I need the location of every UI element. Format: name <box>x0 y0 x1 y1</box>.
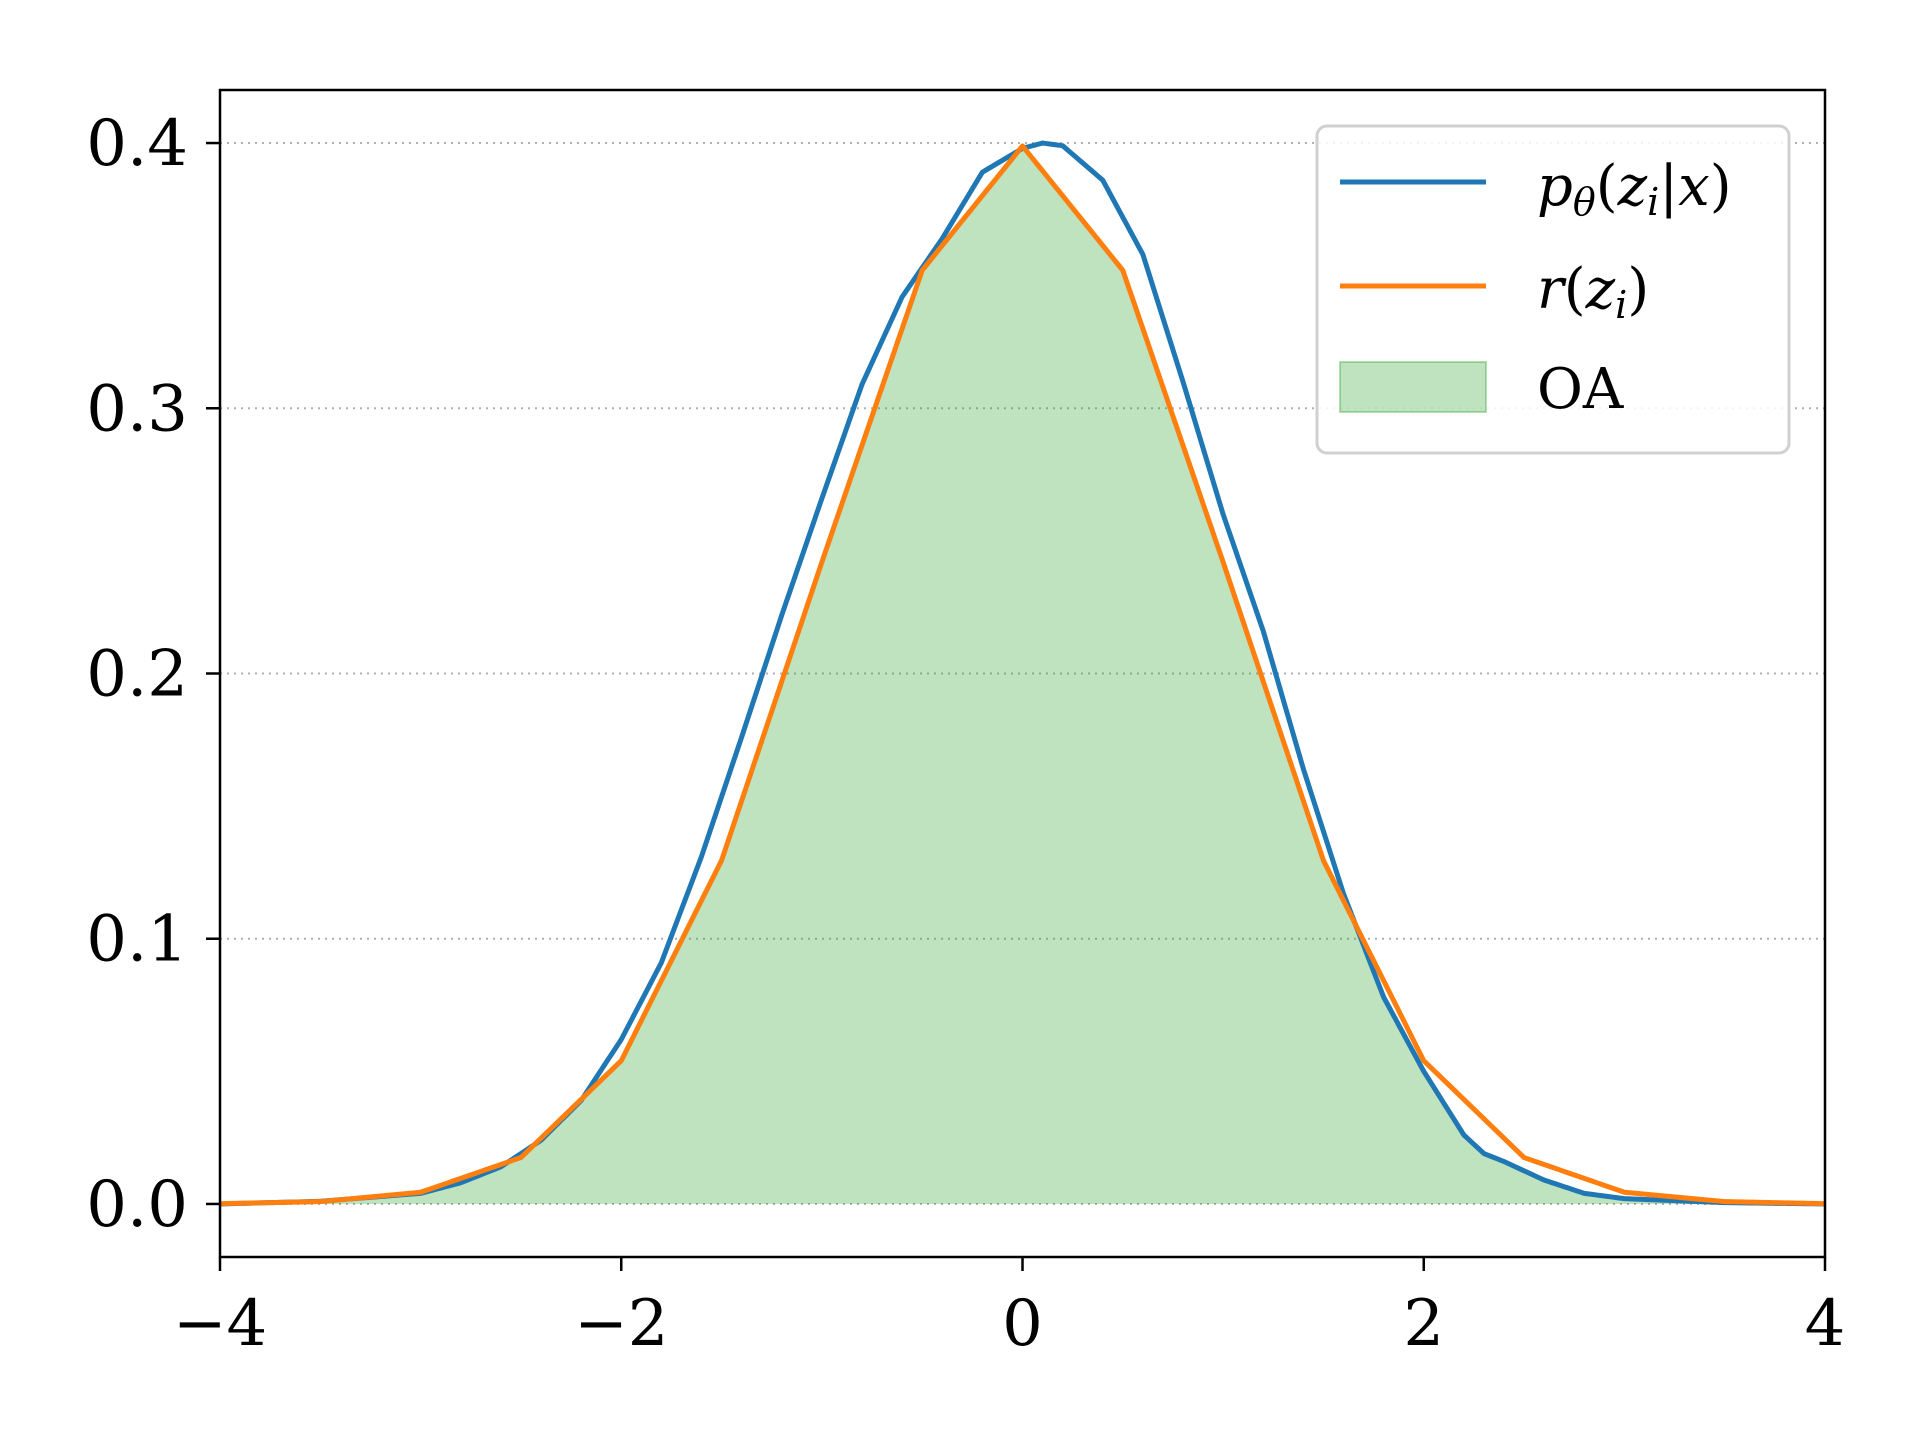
legend-label-r: r(zi) <box>1537 257 1649 327</box>
legend-box <box>1315 124 1791 455</box>
oa-fill-area <box>220 148 1825 1204</box>
y-tick-label: 0.0 <box>86 1168 188 1242</box>
legend-swatch-oa <box>1339 361 1487 413</box>
legend-label-oa: OA <box>1537 357 1624 422</box>
legend: pθ(zi|x) r(zi) OA <box>1315 124 1791 455</box>
x-tick-label: 0 <box>1002 1287 1043 1361</box>
y-tick-label: 0.1 <box>86 903 188 977</box>
y-tick-label: 0.4 <box>86 107 188 181</box>
y-tick-label: 0.2 <box>86 638 188 712</box>
x-tick-label: 2 <box>1403 1287 1444 1361</box>
r-line <box>220 143 1825 1207</box>
legend-label-p-theta: pθ(zi|x) <box>1537 154 1732 224</box>
x-tick-label: 4 <box>1805 1287 1846 1361</box>
x-axis-ticks: −4 −2 0 2 4 <box>173 1257 1846 1361</box>
y-tick-label: 0.3 <box>86 372 188 446</box>
series-lines-layer <box>220 140 1825 1207</box>
x-tick-label: −4 <box>173 1287 267 1361</box>
x-tick-label: −2 <box>574 1287 668 1361</box>
oa-fill-layer <box>220 148 1825 1204</box>
y-axis-ticks: 0.0 0.1 0.2 0.3 0.4 <box>86 107 220 1242</box>
